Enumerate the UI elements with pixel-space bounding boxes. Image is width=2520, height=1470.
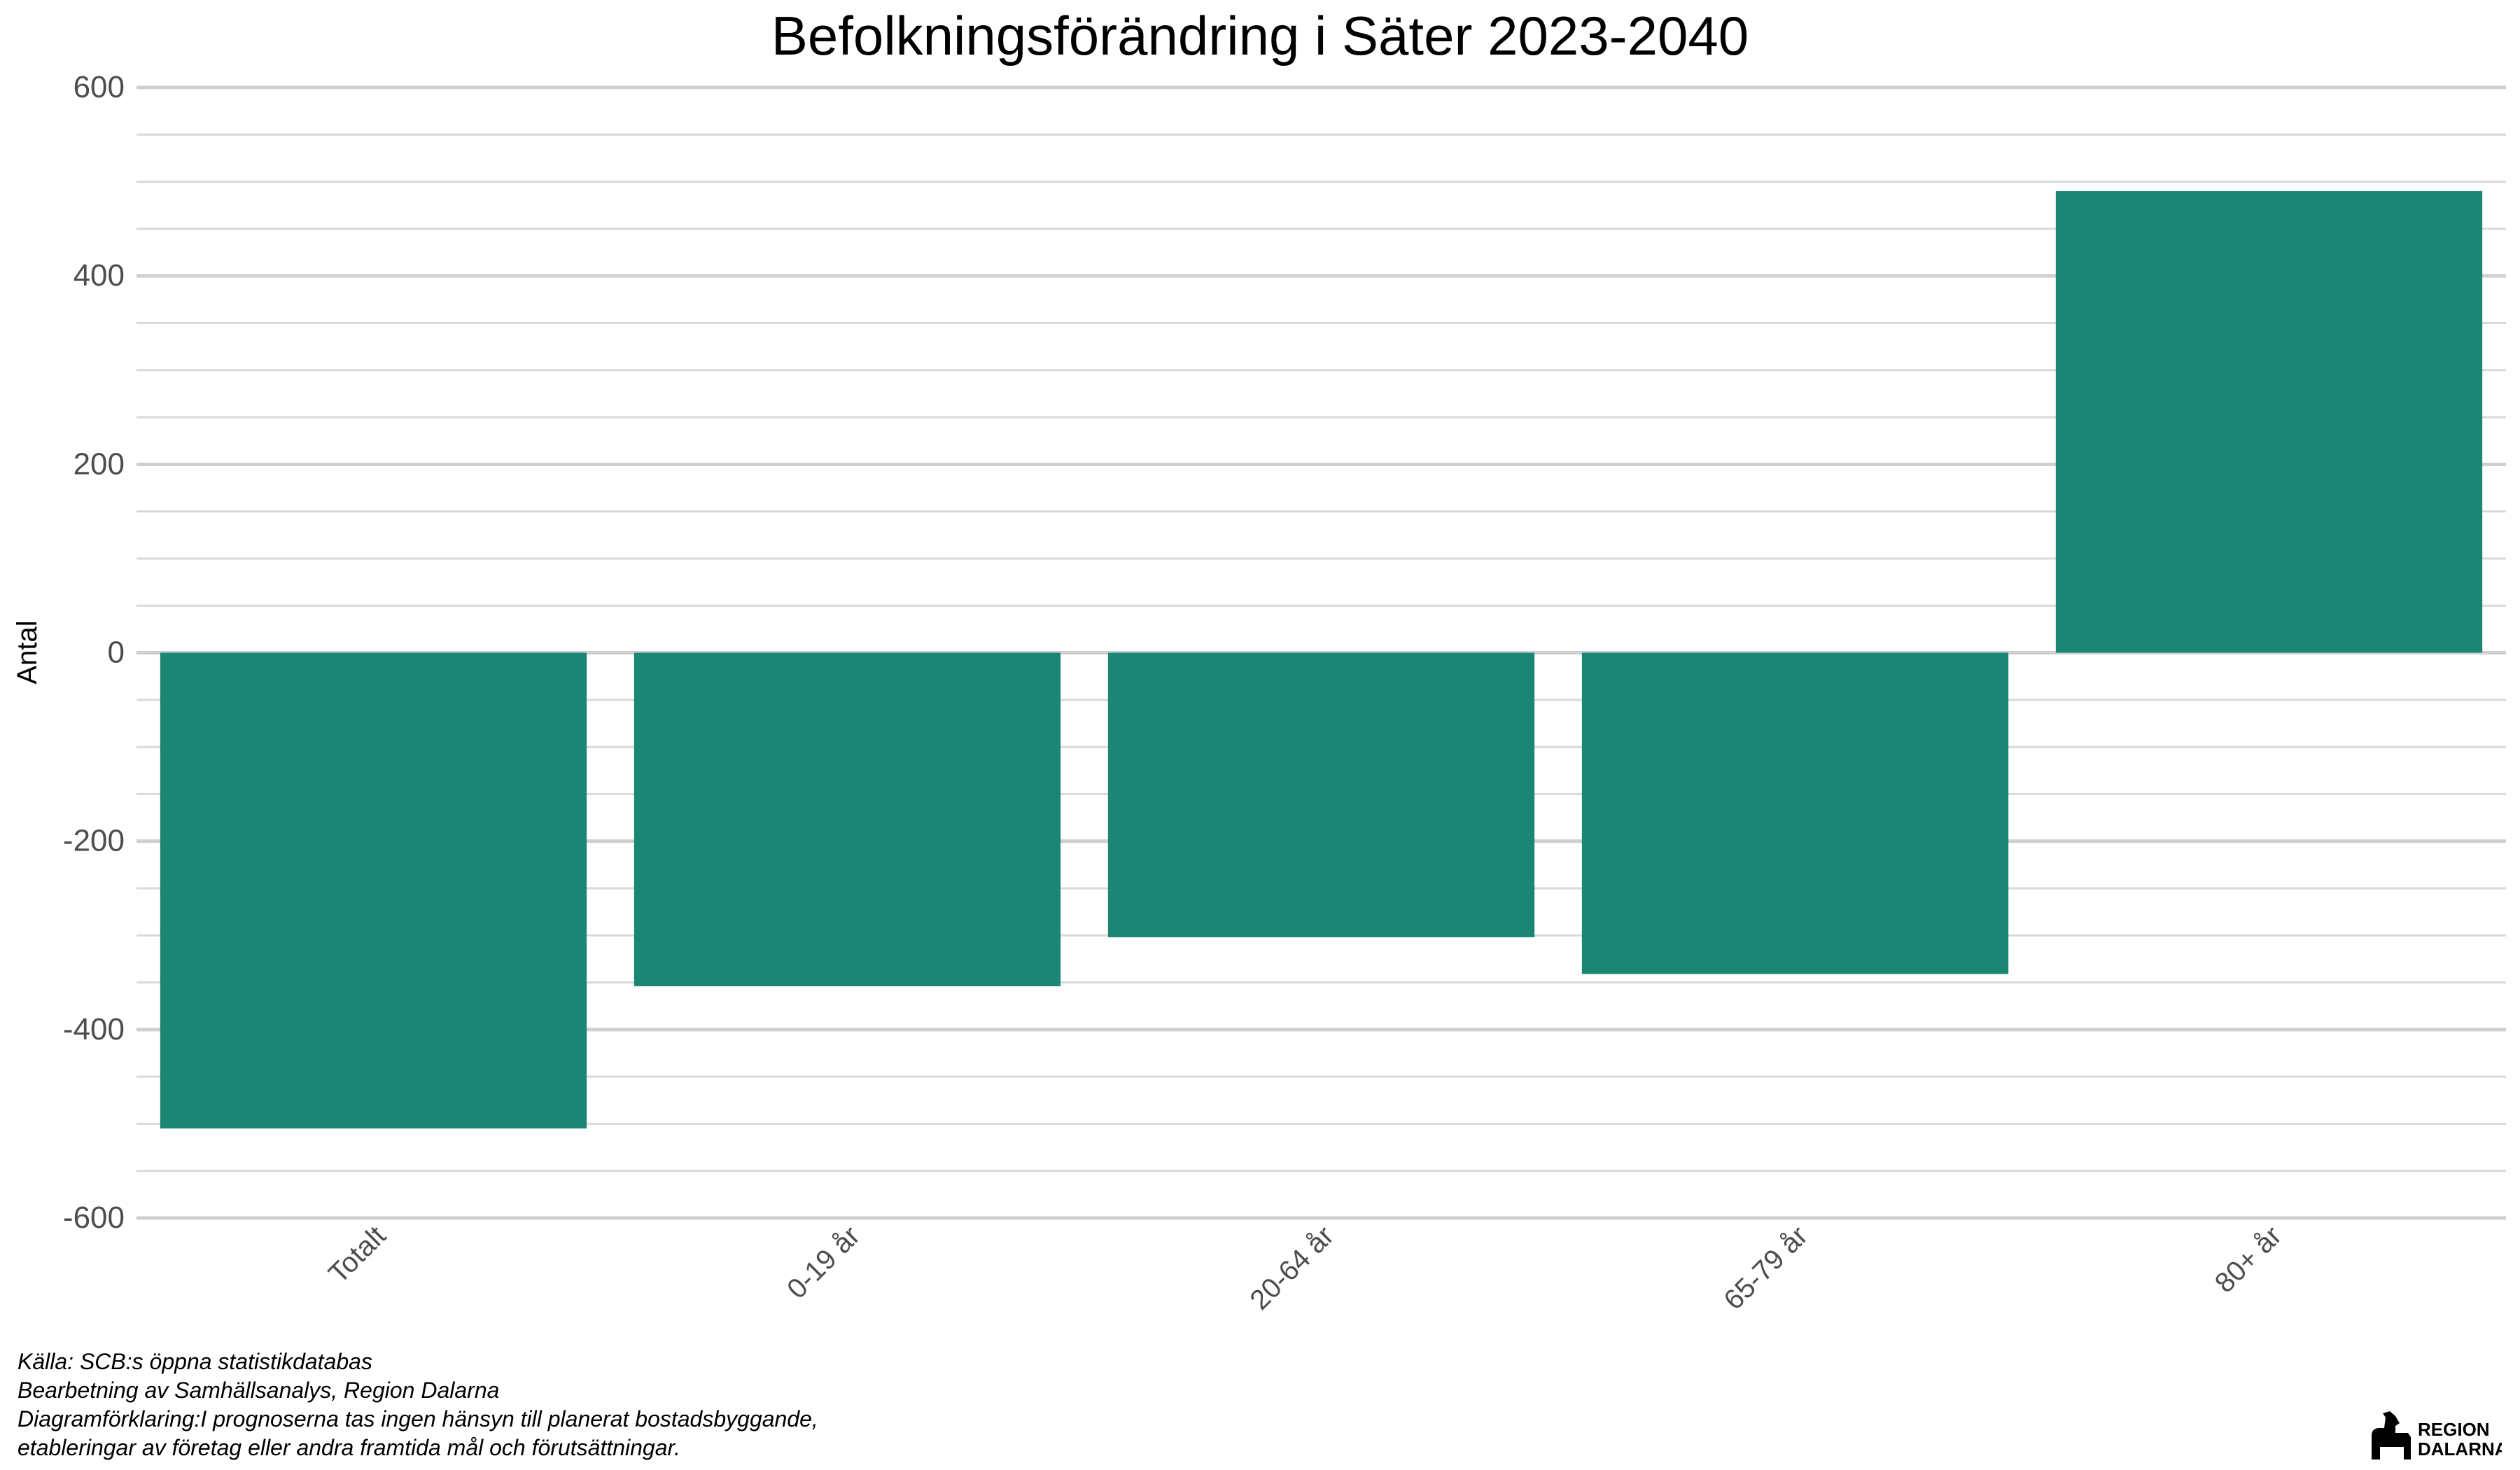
chart-caption: Källa: SCB:s öppna statistikdatabas Bear…	[18, 1348, 818, 1462]
logo-line-1: REGION	[2418, 1419, 2490, 1440]
region-dalarna-logo: REGION DALARNA	[2372, 1411, 2502, 1460]
processing-line: Bearbetning av Samhällsanalys, Region Da…	[18, 1378, 500, 1403]
x-tick-label: 0-19 år	[781, 1220, 866, 1305]
source-line: Källa: SCB:s öppna statistikdatabas	[18, 1349, 372, 1374]
y-axis-label: Antal	[12, 620, 43, 684]
bar-4	[1581, 652, 2009, 974]
bar-2	[634, 652, 1061, 986]
y-tick-label: -200	[63, 824, 125, 858]
bar-3	[1107, 652, 1535, 937]
explanation-line-2: etableringar av företag eller andra fram…	[18, 1435, 680, 1460]
bars	[160, 191, 2483, 1129]
x-tick-label: 20-64 år	[1244, 1220, 1339, 1315]
x-tick-labels: Totalt 0-19 år 20-64 år 65-79 år 80+ år	[323, 1220, 2288, 1315]
x-tick-label: 80+ år	[2209, 1220, 2288, 1298]
logo-line-2: DALARNA	[2418, 1438, 2502, 1460]
y-tick-label: 600	[74, 70, 125, 104]
bar-5	[2055, 191, 2483, 653]
bar-1	[160, 652, 587, 1129]
y-tick-label: 200	[74, 447, 125, 481]
explanation-line-1: Diagramförklaring:I prognoserna tas inge…	[18, 1406, 818, 1432]
dala-horse-icon	[2372, 1411, 2411, 1460]
y-tick-label: -400	[63, 1012, 125, 1046]
y-tick-label: 400	[74, 258, 125, 293]
y-tick-label: -600	[63, 1200, 125, 1235]
chart-title: Befolkningsförändring i Säter 2023-2040	[771, 5, 1749, 66]
x-tick-label: 65-79 år	[1718, 1220, 1813, 1315]
y-tick-labels: 600 400 200 0 -200 -400 -600	[63, 70, 125, 1235]
x-tick-label: Totalt	[323, 1220, 392, 1289]
y-tick-label: 0	[108, 636, 125, 670]
